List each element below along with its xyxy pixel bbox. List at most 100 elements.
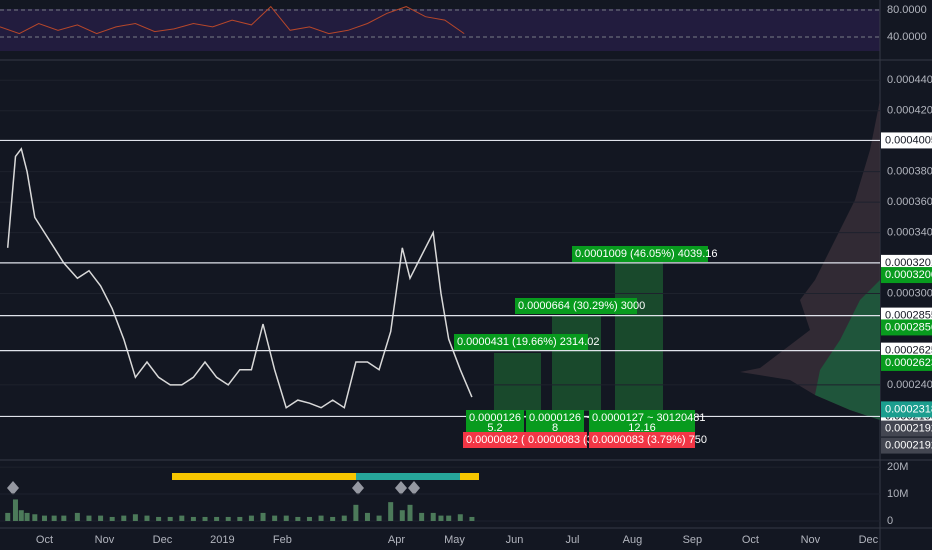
volume-bar [407, 504, 413, 521]
price-tag-label: 0.0003200 [885, 269, 932, 281]
position-label-box [589, 432, 695, 448]
volume-bar [295, 516, 301, 521]
y-tick-label: 20M [887, 461, 908, 473]
position-label-box [589, 410, 695, 432]
volume-bar [318, 515, 324, 521]
price-tag [881, 354, 932, 371]
rsi-line [0, 5, 465, 35]
price-tag [881, 319, 932, 336]
signal-bar [460, 473, 479, 480]
position-label: 5.2 [487, 422, 502, 434]
target-zone [552, 316, 601, 411]
volume-bar [388, 502, 394, 521]
position-label-box [526, 410, 584, 432]
volume-bar [364, 512, 370, 521]
level-tag [881, 254, 932, 271]
position-label-box [454, 334, 588, 350]
target-zone [494, 353, 541, 411]
target-zone [615, 262, 663, 411]
rsi-band [0, 9, 880, 51]
position-label-box [525, 432, 587, 448]
volume-bar [74, 512, 80, 521]
volume-bar [167, 516, 173, 521]
y-tick-label: 10M [887, 488, 908, 500]
x-tick-label: Dec [153, 534, 173, 546]
signal-bar [356, 473, 398, 480]
x-tick-label: Feb [273, 534, 292, 546]
price-tag-label: 0.0002856 [885, 321, 932, 333]
volume-bar [86, 515, 92, 521]
y-tick-label: 0 [887, 515, 893, 527]
position-label: 0.0000126 ~ [469, 412, 530, 424]
position-label: 0.0000431 (19.66%) 2314.02 [457, 336, 600, 348]
volume-bar [237, 516, 243, 521]
x-tick-label: Jun [506, 534, 524, 546]
volume-bar [156, 516, 162, 521]
level-label: 0.0002625 [885, 345, 932, 357]
price-tag [881, 437, 932, 454]
position-label: 0.0000126 ~ [529, 412, 590, 424]
price-tag [881, 267, 932, 284]
volume-bar [399, 510, 405, 521]
volume-bar [179, 515, 185, 521]
x-tick-label: Nov [801, 534, 821, 546]
volume-bar [5, 512, 11, 521]
volume-bar [41, 515, 47, 521]
volume-bar [260, 512, 266, 521]
x-tick-label: Sep [683, 534, 703, 546]
volume-bar [190, 516, 196, 521]
volume-bar [214, 516, 220, 521]
volume-bar [419, 512, 425, 521]
volume-bar [469, 516, 475, 521]
volume-bar [109, 516, 115, 521]
volume-bar [283, 515, 289, 521]
y-tick-label: 40.0000 [887, 31, 927, 43]
x-tick-label: May [444, 534, 465, 546]
position-label-box [466, 410, 524, 432]
y-tick-label: 80.0000 [887, 4, 927, 16]
position-label: 0.0000082 ( [466, 434, 525, 446]
position-label: 0.0000083 (3 [528, 434, 593, 446]
price-tag [881, 401, 932, 418]
x-tick-label: Aug [623, 534, 643, 546]
volume-bar [132, 514, 138, 521]
volume-bar [248, 515, 254, 521]
x-tick-label: Oct [742, 534, 759, 546]
volume-bar [430, 512, 436, 521]
volume-bar [330, 516, 336, 521]
volume-bar [446, 515, 452, 521]
position-label-box [515, 298, 637, 314]
volume-bar [272, 515, 278, 521]
volume-bar [438, 515, 444, 521]
volume-bar [341, 515, 347, 521]
position-label-box [463, 432, 525, 448]
volume-bar [98, 515, 104, 521]
volume-bar [457, 514, 463, 521]
price-tag [881, 420, 932, 437]
position-label: 12.16 [628, 422, 656, 434]
volume-bar [306, 516, 312, 521]
level-label: 0.0003201 [885, 257, 932, 269]
volume-bar [202, 516, 208, 521]
position-label: 0.0000127 ~ 30120481 [592, 412, 705, 424]
x-tick-label: 2019 [210, 534, 234, 546]
volume-bar [61, 515, 67, 521]
volume-bar [121, 515, 127, 521]
position-label: 8 [552, 422, 558, 434]
volume-bar [144, 515, 150, 521]
position-label: 0.0001009 (46.05%) 4039.16 [575, 248, 718, 260]
volume-bar [376, 515, 382, 521]
volume-bar [24, 512, 30, 521]
price-tag-label: 0.0002192 [885, 439, 932, 451]
signal-bar [172, 473, 356, 480]
signal-bar [398, 473, 460, 480]
volume-bar [51, 515, 57, 521]
